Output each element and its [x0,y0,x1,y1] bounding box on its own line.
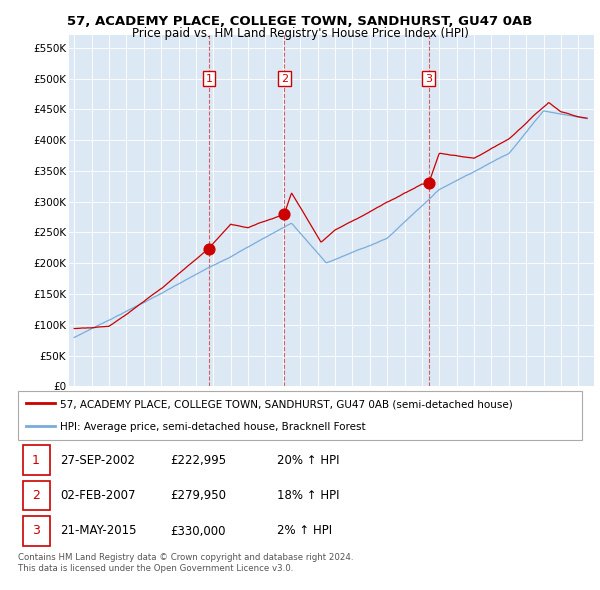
Text: 57, ACADEMY PLACE, COLLEGE TOWN, SANDHURST, GU47 0AB: 57, ACADEMY PLACE, COLLEGE TOWN, SANDHUR… [67,15,533,28]
Text: HPI: Average price, semi-detached house, Bracknell Forest: HPI: Average price, semi-detached house,… [60,422,366,432]
Text: 2: 2 [32,489,40,502]
Text: Contains HM Land Registry data © Crown copyright and database right 2024.: Contains HM Land Registry data © Crown c… [18,553,353,562]
Point [204,244,214,254]
Text: 18% ↑ HPI: 18% ↑ HPI [277,489,340,502]
Text: 2: 2 [281,74,288,84]
Text: 27-SEP-2002: 27-SEP-2002 [60,454,136,467]
Text: This data is licensed under the Open Government Licence v3.0.: This data is licensed under the Open Gov… [18,564,293,573]
Text: 02-FEB-2007: 02-FEB-2007 [60,489,136,502]
Text: 3: 3 [425,74,432,84]
Text: 20% ↑ HPI: 20% ↑ HPI [277,454,340,467]
Text: 57, ACADEMY PLACE, COLLEGE TOWN, SANDHURST, GU47 0AB (semi-detached house): 57, ACADEMY PLACE, COLLEGE TOWN, SANDHUR… [60,399,513,409]
Point [280,209,289,219]
Text: 2% ↑ HPI: 2% ↑ HPI [277,525,332,537]
Bar [23,445,50,475]
Bar [23,516,50,546]
Text: £279,950: £279,950 [170,489,226,502]
Text: £222,995: £222,995 [170,454,226,467]
Text: 3: 3 [32,525,40,537]
Text: £330,000: £330,000 [170,525,226,537]
Text: 21-MAY-2015: 21-MAY-2015 [60,525,137,537]
Text: 1: 1 [205,74,212,84]
Text: 1: 1 [32,454,40,467]
Bar [23,481,50,510]
Text: Price paid vs. HM Land Registry's House Price Index (HPI): Price paid vs. HM Land Registry's House … [131,27,469,40]
Point [424,179,433,188]
